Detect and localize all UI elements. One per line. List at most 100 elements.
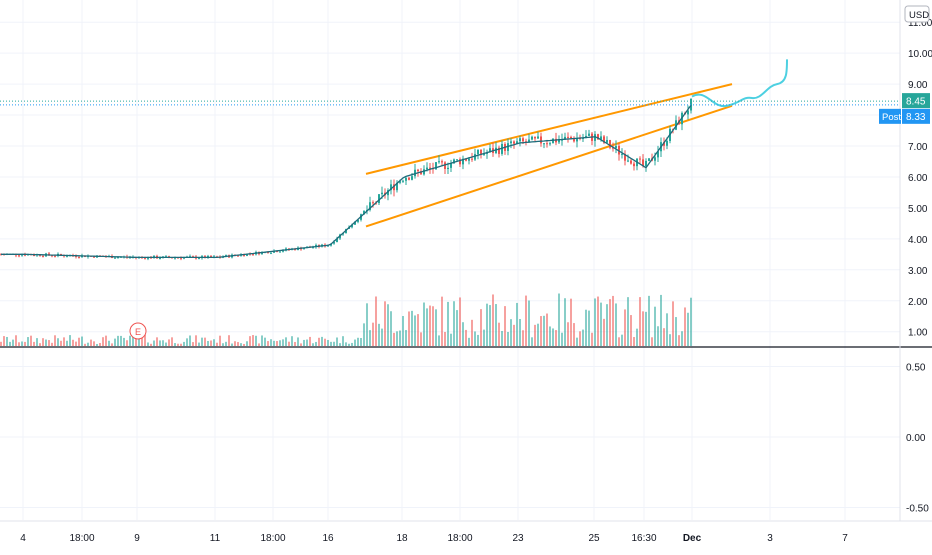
volume-bar <box>33 341 35 346</box>
volume-bar <box>216 342 218 346</box>
volume-bar <box>174 343 176 346</box>
volume-bar <box>48 340 50 346</box>
volume-bar <box>240 343 242 346</box>
volume-bar <box>633 337 635 346</box>
volume-bar <box>81 336 83 346</box>
volume-bar <box>84 343 86 346</box>
currency-label[interactable]: USD <box>909 10 929 21</box>
volume-bar <box>453 301 455 346</box>
candle-body <box>477 149 479 155</box>
channel-upper-line[interactable] <box>365 83 733 175</box>
channel-lines[interactable] <box>365 83 733 228</box>
currency-badge[interactable] <box>904 5 930 23</box>
candle-body <box>24 254 26 256</box>
time-tick-label: 9 <box>134 533 140 544</box>
candle-body <box>414 169 416 177</box>
candle-body <box>648 158 650 161</box>
candle-body <box>624 153 626 161</box>
candle-body <box>615 145 617 149</box>
volume-bar <box>384 301 386 346</box>
volume-bar <box>666 313 668 346</box>
candle-body <box>429 167 431 169</box>
earnings-marker-label[interactable]: E <box>135 327 141 337</box>
candle-body <box>459 159 461 165</box>
volume-bar <box>474 331 476 346</box>
candle-body <box>180 257 182 259</box>
volume-bar <box>354 339 356 346</box>
candle-body <box>447 167 449 169</box>
price-labels: 8.45 Post 8.33 E <box>0 93 930 340</box>
volume-bar <box>69 335 71 346</box>
volume-bar <box>132 336 134 346</box>
candle-body <box>552 138 554 144</box>
volume-bar <box>219 335 221 346</box>
volume-bar <box>636 328 638 346</box>
candle-body <box>42 255 44 257</box>
projection-curve[interactable] <box>691 59 788 107</box>
volume-bar <box>24 341 26 346</box>
volume-bar <box>105 335 107 346</box>
candle-body <box>273 250 275 253</box>
candle-body <box>480 149 482 155</box>
candle-body <box>498 147 500 154</box>
candle-body <box>270 252 272 254</box>
volume-bar <box>573 323 575 346</box>
volume-bar <box>660 294 662 346</box>
volume-bar <box>135 339 137 346</box>
candle-body <box>549 143 551 145</box>
volume-bar <box>123 337 125 346</box>
volume-bar <box>624 309 626 346</box>
volume-bar <box>66 340 68 346</box>
price-tick-label: 2.00 <box>908 297 928 308</box>
volume-bar <box>42 338 44 346</box>
volume-bar <box>585 309 587 346</box>
candle-body <box>576 138 578 142</box>
volume-bar <box>138 336 140 346</box>
projection-path[interactable] <box>691 59 788 107</box>
earnings-marker-icon[interactable] <box>129 322 147 340</box>
candle-body <box>630 160 632 164</box>
volume-bar <box>588 310 590 346</box>
time-tick-label: 25 <box>588 533 600 544</box>
volume-bar <box>423 302 425 346</box>
volume-bar <box>378 323 380 346</box>
candle-body <box>468 158 470 161</box>
candle-body <box>357 219 359 222</box>
candle-body <box>381 192 383 195</box>
volume-bar <box>234 341 236 346</box>
volume-bar <box>546 313 548 346</box>
candle-body <box>54 255 56 257</box>
volume-bar <box>576 337 578 346</box>
volume-bar <box>654 306 656 346</box>
time-tick-label: 18:00 <box>69 533 94 544</box>
candle-body <box>396 182 398 191</box>
volume-bar <box>555 330 557 346</box>
time-tick-label: Dec <box>683 533 702 544</box>
candle-body <box>354 221 356 225</box>
volume-bar <box>150 343 152 346</box>
volume-bar <box>324 338 326 346</box>
candle-body <box>303 248 305 250</box>
candle-body <box>513 141 515 144</box>
volume-bar <box>630 315 632 346</box>
price-tick-label: 11.00 <box>908 18 932 29</box>
volume-bar <box>165 342 167 346</box>
volume-bar <box>126 340 128 346</box>
volume-bar <box>279 340 281 346</box>
candle-body <box>159 258 161 260</box>
candle-body <box>417 169 419 172</box>
volume-bar <box>93 341 95 346</box>
volume-bar <box>690 297 692 346</box>
volume-bar <box>612 295 614 346</box>
channel-lower-line[interactable] <box>365 104 733 228</box>
volume-bar <box>255 335 257 346</box>
candle-body <box>174 257 176 259</box>
volume-bar <box>99 343 101 346</box>
candle-body <box>594 134 596 141</box>
volume-bar <box>78 337 80 346</box>
volume-bar <box>483 329 485 346</box>
candle-body <box>144 257 146 259</box>
candle-body <box>612 147 614 149</box>
